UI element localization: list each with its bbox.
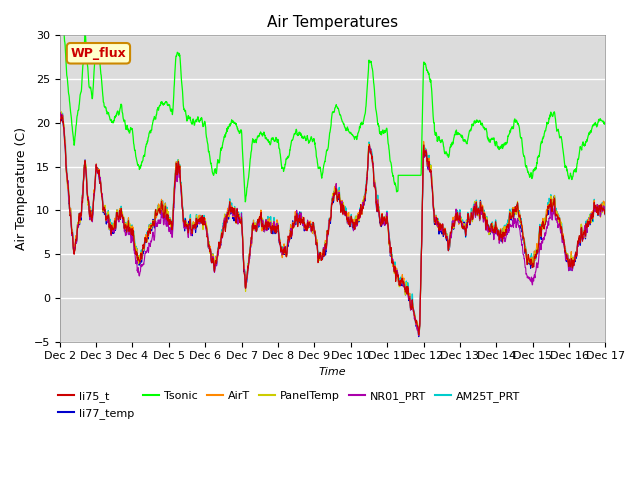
X-axis label: Time: Time <box>319 367 346 377</box>
Y-axis label: Air Temperature (C): Air Temperature (C) <box>15 127 28 250</box>
Title: Air Temperatures: Air Temperatures <box>267 15 398 30</box>
Text: WP_flux: WP_flux <box>70 47 126 60</box>
Legend: li75_t, li77_temp, Tsonic, AirT, PanelTemp, NR01_PRT, AM25T_PRT: li75_t, li77_temp, Tsonic, AirT, PanelTe… <box>53 387 525 423</box>
